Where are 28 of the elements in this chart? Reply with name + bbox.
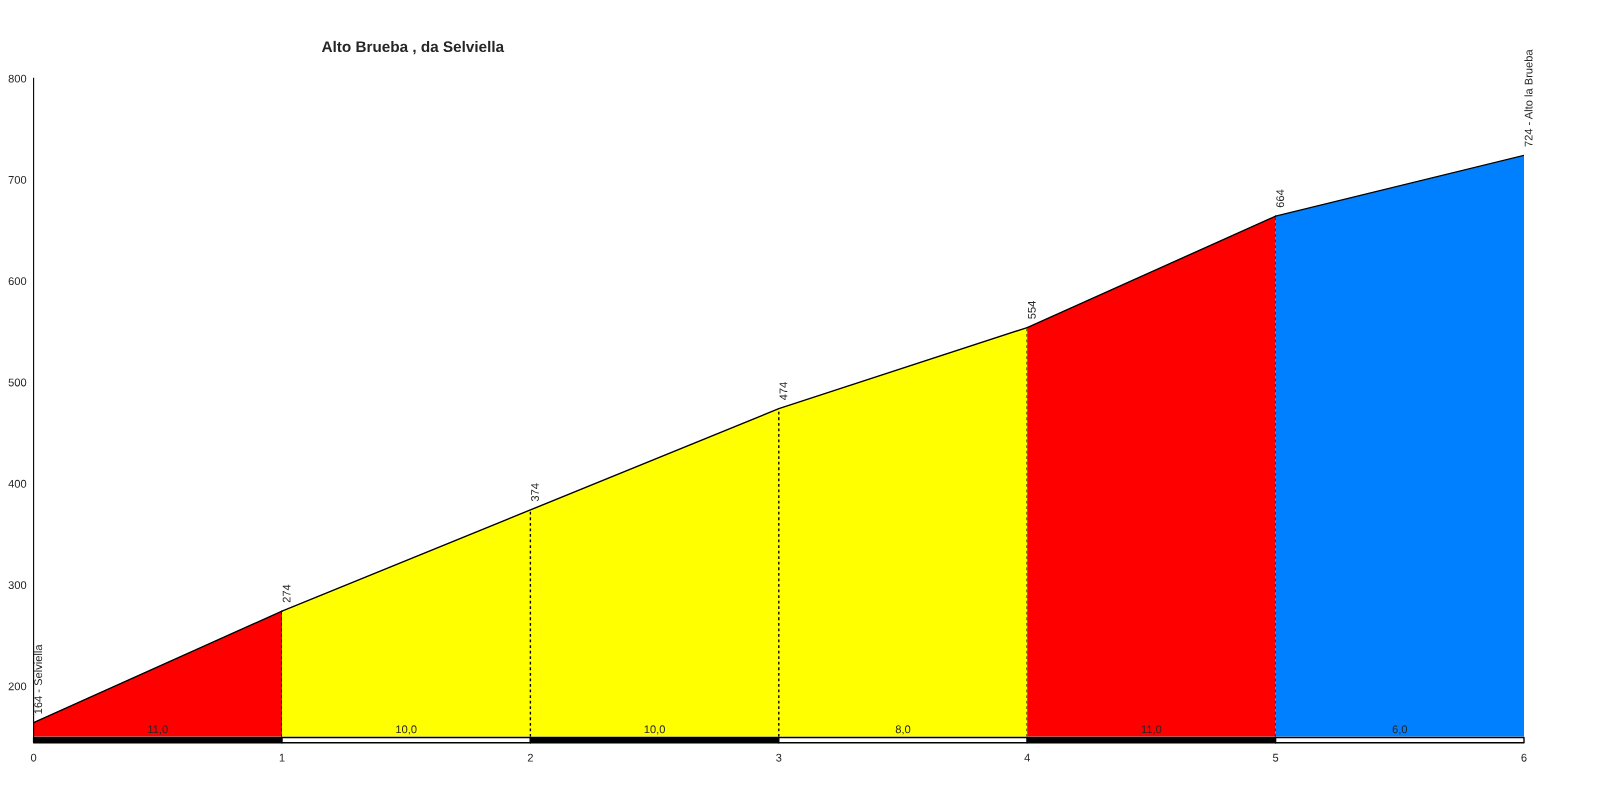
annotation: 274 [282, 584, 291, 603]
annotation: 724 - Alto la Brueba [1524, 49, 1533, 147]
y-tick-label: 700 [8, 175, 27, 184]
chart-title: Alto Brueba , da Selviella [321, 40, 505, 55]
x-tick-label: 0 [30, 753, 37, 762]
annotation: 474 [779, 382, 788, 401]
annotation: 374 [531, 483, 539, 502]
x-tick-label: 2 [527, 753, 533, 762]
annotation: 8,0 [895, 725, 911, 735]
annotation: 554 [1027, 301, 1036, 319]
x-tick-label: 5 [1272, 753, 1279, 762]
annotation: 664 [1276, 189, 1285, 208]
y-tick-label: 800 [8, 74, 27, 83]
x-tick-label: 1 [279, 753, 285, 762]
annotation: 11,0 [148, 725, 168, 735]
annotation: 6,0 [1392, 725, 1408, 735]
y-tick-label: 300 [8, 581, 27, 589]
y-tick-label: 400 [8, 479, 27, 488]
annotation: 10,0 [644, 725, 665, 735]
x-tick-label: 6 [1521, 753, 1527, 762]
annotation: 10,0 [396, 725, 417, 735]
annotation: 164 - Selviella [33, 644, 43, 714]
y-tick-label: 500 [8, 378, 27, 387]
y-tick-label: 200 [8, 682, 27, 691]
y-tick-label: 600 [8, 277, 27, 286]
annotation: 11,0 [1141, 725, 1162, 735]
x-tick-label: 3 [776, 753, 782, 762]
x-tick-label: 4 [1024, 753, 1030, 762]
